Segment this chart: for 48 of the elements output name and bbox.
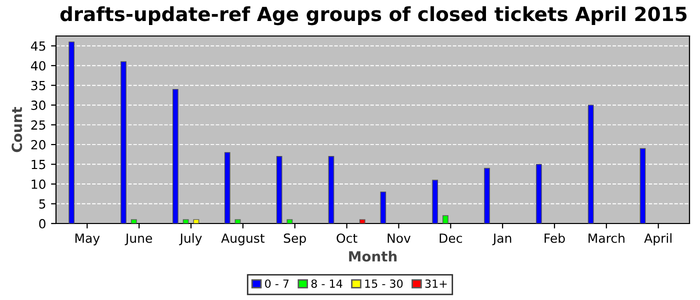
bar xyxy=(120,61,126,224)
bar xyxy=(286,219,293,224)
bar xyxy=(484,168,490,224)
bar xyxy=(328,156,334,224)
x-tick-label: August xyxy=(221,234,265,246)
x-tick-label: March xyxy=(588,233,624,243)
y-tick-label: 25 xyxy=(31,120,46,130)
y-tick-label: 40 xyxy=(30,61,46,71)
x-tick-label: July xyxy=(179,233,202,246)
bar xyxy=(536,164,542,224)
legend-label: 15 - 30 xyxy=(365,279,403,288)
bar xyxy=(442,215,448,224)
bar xyxy=(130,219,137,224)
x-tick-label: May xyxy=(75,234,100,246)
x-tick-label: Jan xyxy=(492,234,512,246)
bar xyxy=(182,219,189,224)
y-tick-label: 0 xyxy=(39,218,46,228)
x-tick-label: April xyxy=(644,233,672,246)
bar xyxy=(234,219,241,224)
legend-label: 8 - 14 xyxy=(311,279,342,288)
x-tick-label: Sep xyxy=(284,233,306,246)
x-axis-title: Month xyxy=(349,250,397,262)
y-axis-title: Count xyxy=(12,106,22,152)
bar xyxy=(588,104,594,224)
bar xyxy=(193,219,200,224)
y-tick-label: 30 xyxy=(31,100,46,110)
chart-title: drafts-update-ref Age groups of closed tickets April 2015 xyxy=(60,6,687,26)
bar xyxy=(640,148,646,224)
legend-label: 31+ xyxy=(425,279,447,288)
bar xyxy=(224,152,230,224)
x-tick-label: Feb xyxy=(544,233,565,243)
bar xyxy=(432,180,438,224)
y-tick-label: 10 xyxy=(32,180,46,189)
y-tick-label: 45 xyxy=(30,42,46,51)
y-tick-label: 20 xyxy=(31,140,46,150)
bar xyxy=(380,192,386,224)
y-tick-label: 35 xyxy=(31,80,46,90)
bar xyxy=(172,88,178,224)
y-tick-label: 15 xyxy=(32,160,46,170)
x-tick-label: Dec xyxy=(440,234,462,243)
bar xyxy=(359,219,366,224)
x-tick-label: June xyxy=(124,234,152,246)
bar xyxy=(276,156,282,224)
x-tick-label: Oct xyxy=(336,233,358,243)
bar xyxy=(68,42,75,224)
legend-label: 0 - 7 xyxy=(265,279,289,288)
y-tick-label: 5 xyxy=(39,199,46,209)
x-tick-label: Nov xyxy=(388,234,411,243)
